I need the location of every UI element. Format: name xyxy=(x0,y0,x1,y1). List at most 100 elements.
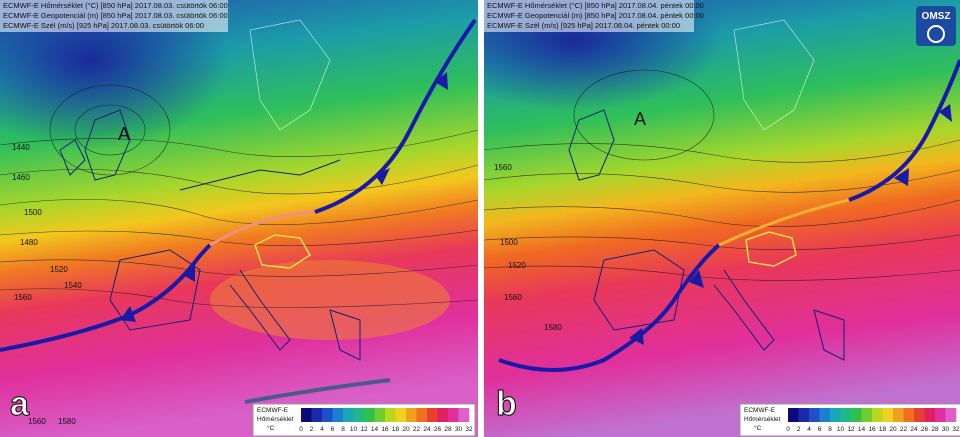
header-box xyxy=(0,0,228,32)
colorbar-tick: 26 xyxy=(434,426,442,433)
cold-air xyxy=(0,0,230,150)
colorbar-segment xyxy=(945,408,957,422)
colorbar-tick: 32 xyxy=(952,426,960,433)
legend-title: ECMWF-E xyxy=(744,407,776,414)
contour-label: 1560 xyxy=(504,293,522,302)
high-label: A xyxy=(634,109,646,129)
colorbar-tick: 16 xyxy=(381,426,389,433)
logo-icon xyxy=(927,25,945,43)
panel-b: ECMWF-E Hőmérséklet (°C) [850 hPa] 2017.… xyxy=(484,0,960,437)
contour-label: 1500 xyxy=(24,208,42,217)
logo-text: OMSZ xyxy=(922,11,951,22)
contour-label: 1460 xyxy=(12,173,30,182)
colorbar-segment xyxy=(427,408,438,422)
colorbar-tick: 32 xyxy=(465,426,473,433)
header-line: ECMWF-E Geopotenciál (m) [850 hPa] 2017.… xyxy=(487,11,704,20)
colorbar-tick: 20 xyxy=(889,426,897,433)
header-line: ECMWF-E Szél (m/s) [925 hPa] 2017.08.03.… xyxy=(3,21,204,30)
colorbar-tick: 12 xyxy=(360,426,368,433)
colorbar-tick: 18 xyxy=(392,426,400,433)
colorbar-segment xyxy=(301,408,312,422)
colorbar-tick: 28 xyxy=(931,426,939,433)
colorbar-tick: 10 xyxy=(350,426,358,433)
colorbar-segment xyxy=(311,408,323,422)
colorbar-segment xyxy=(364,408,375,422)
colorbar-tick: 4 xyxy=(320,426,324,433)
colorbar-segment xyxy=(882,408,894,422)
colorbar-tick: 16 xyxy=(868,426,876,433)
hungary-border xyxy=(745,231,797,267)
legend-unit: °C xyxy=(754,424,762,432)
contour-label: 1440 xyxy=(12,143,30,152)
high-label: A xyxy=(118,124,130,144)
colorbar-tick: 22 xyxy=(900,426,908,433)
colorbar-tick: 10 xyxy=(837,426,845,433)
colorbar-tick: 2 xyxy=(310,426,314,433)
contour-label: 1560 xyxy=(14,293,32,302)
contour-label: 1580 xyxy=(58,417,76,426)
colorbar-tick: 30 xyxy=(455,426,463,433)
contour-label: 1520 xyxy=(508,261,526,270)
colorbar-segment xyxy=(893,408,904,422)
colorbar-tick: 28 xyxy=(444,426,452,433)
colorbar-tick: 14 xyxy=(858,426,866,433)
contour-label: 1560 xyxy=(28,417,46,426)
colorbar-segment xyxy=(872,408,883,422)
header-box xyxy=(484,0,694,32)
colorbar-segment xyxy=(406,408,417,422)
colorbar-tick: 18 xyxy=(879,426,887,433)
colorbar-segment xyxy=(935,408,946,422)
colorbar-tick: 24 xyxy=(910,426,918,433)
colorbar-segment xyxy=(840,408,852,422)
fronts xyxy=(0,18,477,404)
colorbar-segment xyxy=(416,408,428,422)
panel-a: ECMWF-E Hőmérséklet (°C) [850 hPa] 2017.… xyxy=(0,0,478,437)
colorbar-tick: 4 xyxy=(807,426,811,433)
colorbar-tick: 12 xyxy=(847,426,855,433)
colorbar-segment xyxy=(914,408,925,422)
contours xyxy=(0,84,478,308)
colorbar-tick: 14 xyxy=(371,426,379,433)
colorbar-segment xyxy=(437,408,449,422)
colorbar-segment xyxy=(385,408,396,422)
colorbar-tick: 0 xyxy=(786,426,790,433)
colorbar-segment xyxy=(343,408,354,422)
colorbar-segment xyxy=(458,408,470,422)
colorbar-segment xyxy=(448,408,459,422)
coastlines xyxy=(568,19,845,361)
colorbar-segment xyxy=(924,408,936,422)
contour-label: 1540 xyxy=(64,281,82,290)
coastlines xyxy=(59,19,361,361)
colorbar-tick: 24 xyxy=(423,426,431,433)
colorbar-tick: 0 xyxy=(299,426,303,433)
colorbar-tick: 26 xyxy=(921,426,929,433)
header-line: ECMWF-E Hőmérséklet (°C) [850 hPa] 2017.… xyxy=(487,1,704,10)
header-line: ECMWF-E Hőmérséklet (°C) [850 hPa] 2017.… xyxy=(3,1,228,10)
legend-subtitle: Hőmérséklet xyxy=(744,416,781,423)
legend-subtitle: Hőmérséklet xyxy=(257,416,294,423)
colorbar-tick: 30 xyxy=(942,426,950,433)
colorbar-segment xyxy=(332,408,344,422)
colorbar-segment xyxy=(861,408,873,422)
colorbar-segment xyxy=(903,408,915,422)
colorbar-segment xyxy=(819,408,831,422)
header-line: ECMWF-E Geopotenciál (m) [850 hPa] 2017.… xyxy=(3,11,228,20)
colorbar-segment xyxy=(374,408,386,422)
colorbar-segment xyxy=(830,408,841,422)
colorbar-segment xyxy=(322,408,333,422)
colorbar-segment xyxy=(395,408,407,422)
contour-label: 1560 xyxy=(494,163,512,172)
colorbar-tick: 22 xyxy=(413,426,421,433)
colorbar-segment xyxy=(851,408,862,422)
contour-label: 1580 xyxy=(544,323,562,332)
header-line: ECMWF-E Szél (m/s) [925 hPa] 2017.08.04.… xyxy=(487,21,680,30)
hungary-border xyxy=(254,234,312,269)
fronts xyxy=(498,59,960,372)
colorbar-tick: 8 xyxy=(828,426,832,433)
colorbar-segment xyxy=(788,408,799,422)
colorbar-segment xyxy=(353,408,365,422)
colorbar-tick: 20 xyxy=(402,426,410,433)
colorbar-tick: 6 xyxy=(331,426,335,433)
